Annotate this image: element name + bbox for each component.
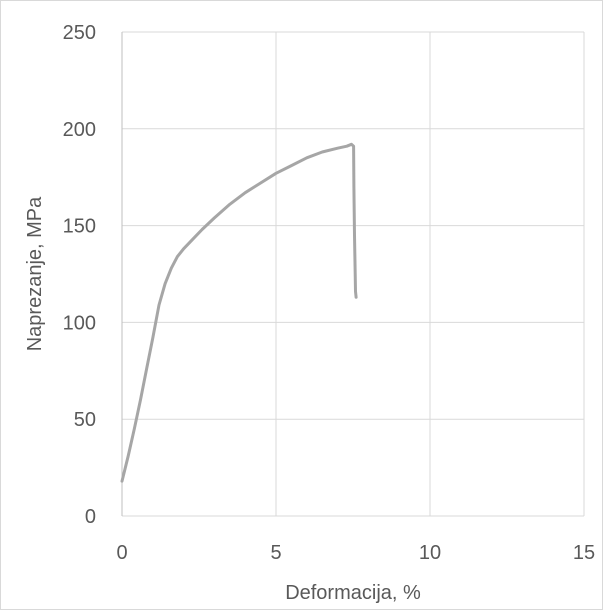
y-tick-label: 0 xyxy=(85,506,96,528)
tick-labels: 0 50 100 150 200 250 0 5 10 15 xyxy=(63,22,596,564)
x-axis-title: Deformacija, % xyxy=(285,582,421,604)
y-tick-label: 250 xyxy=(63,22,96,44)
y-axis-title: Naprezanje, MPa xyxy=(24,196,46,351)
x-tick-label: 15 xyxy=(573,542,595,564)
x-tick-label: 5 xyxy=(270,542,281,564)
y-tick-label: 50 xyxy=(74,409,96,431)
y-tick-label: 150 xyxy=(63,216,96,238)
x-tick-label: 10 xyxy=(419,542,441,564)
gridlines xyxy=(121,31,585,517)
x-tick-label: 0 xyxy=(116,542,127,564)
y-tick-label: 200 xyxy=(63,119,96,141)
y-tick-label: 100 xyxy=(63,312,96,334)
stress-strain-series-line xyxy=(120,142,358,483)
